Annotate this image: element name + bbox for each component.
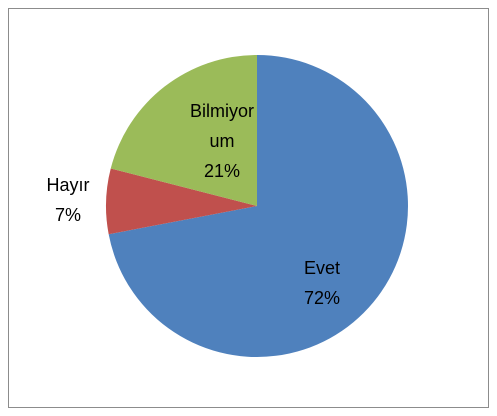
category-label: Hayır: [46, 175, 90, 195]
pie-slice: [106, 168, 257, 235]
pie-slice: [110, 55, 257, 206]
pie-slice: [108, 55, 409, 357]
category-label: Bilmiyorum: [189, 101, 254, 151]
value-label: 7%: [54, 205, 82, 225]
slice-label: Evet 72%: [304, 253, 340, 313]
value-label: 21%: [203, 161, 241, 181]
value-label: 72%: [303, 288, 341, 308]
category-label: Evet: [303, 258, 341, 278]
slice-label: Hayır 7%: [46, 170, 89, 230]
slice-label: Bilmiyorum 21%: [187, 96, 257, 186]
